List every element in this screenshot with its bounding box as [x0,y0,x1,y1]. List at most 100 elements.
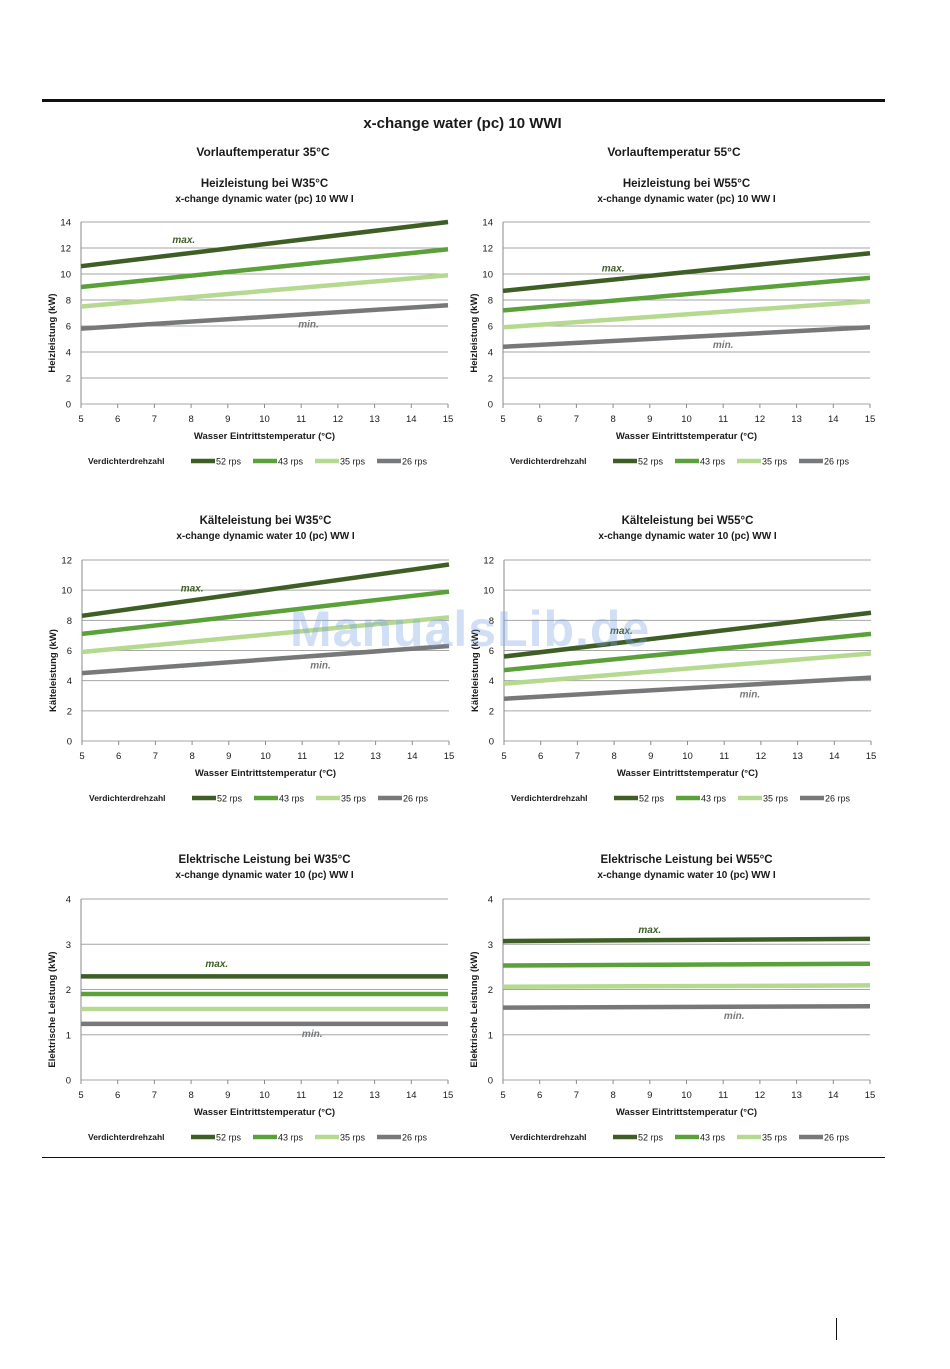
chart-6: Elektrische Leistung bei W55°C x-change d… [469,854,875,1143]
x-tick-label: 6 [538,751,543,762]
x-tick-label: 13 [791,414,802,425]
y-tick-label: 6 [489,646,494,657]
legend-label: 35 rps [340,457,366,467]
chart-subtitle: x-change dynamic water 10 (pc) WW I [597,870,776,881]
y-tick-label: 6 [66,322,71,333]
x-tick-label: 15 [866,751,877,762]
x-tick-label: 8 [188,1090,193,1101]
x-tick-label: 8 [188,414,193,425]
annotation-max: max. [172,235,195,246]
chart-subtitle: x-change dynamic water (pc) 10 WW I [597,194,776,205]
x-tick-label: 6 [537,1090,542,1101]
chart-title: Heizleistung bei W55°C [623,178,750,190]
series-line-52-rps [503,610,872,659]
x-tick-label: 6 [116,751,121,762]
watermark: ManualsLib.de [290,601,651,657]
legend-label: 52 rps [638,1133,664,1143]
y-tick-label: 4 [66,895,71,906]
x-tick-label: 14 [829,751,840,762]
chart-4: Kälteleistung bei W55°C x-change dynamic … [470,515,876,804]
x-axis-label: Wasser Eintrittstemperatur (°C) [194,1107,335,1118]
legend-label: 26 rps [402,1133,428,1143]
y-tick-label: 12 [60,244,71,255]
y-tick-label: 0 [66,1076,71,1087]
x-tick-label: 11 [296,1090,306,1101]
series-line-43-rps [503,631,872,673]
annotation-min: min. [310,661,331,672]
x-tick-label: 9 [648,751,653,762]
y-axis-label: Kälteleistung (kW) [470,629,481,712]
series-line-52-rps [81,562,450,619]
x-tick-label: 7 [575,751,580,762]
legend-label: 52 rps [216,1133,242,1143]
x-tick-label: 6 [115,1090,120,1101]
y-tick-label: 8 [66,296,71,307]
x-tick-label: 15 [444,751,455,762]
x-tick-label: 12 [334,751,345,762]
chart-subtitle: x-change dynamic water 10 (pc) WW I [175,870,354,881]
left-column-heading: Vorlauftemperatur 35°C [196,145,330,159]
y-tick-label: 8 [488,296,493,307]
legend-label: 43 rps [700,1133,726,1143]
x-axis-label: Wasser Eintrittstemperatur (°C) [617,768,758,779]
series-line-43-rps [81,589,450,637]
x-tick-label: 8 [610,1090,615,1101]
series-line-52-rps [502,936,871,944]
x-tick-label: 15 [865,1090,876,1101]
legend-label: 43 rps [278,457,304,467]
x-tick-label: 10 [259,1090,270,1101]
y-axis-label: Elektrische Leistung (kW) [47,951,58,1067]
x-tick-label: 14 [406,1090,417,1101]
y-tick-label: 3 [66,940,71,951]
x-tick-label: 8 [610,414,615,425]
x-tick-label: 13 [369,1090,380,1101]
x-tick-label: 12 [333,414,344,425]
legend-label: 35 rps [763,794,789,804]
x-tick-label: 13 [370,751,381,762]
legend-label: 35 rps [341,794,367,804]
page-title: x-change water (pc) 10 WWI [363,115,562,132]
annotation-max: max. [181,584,204,595]
x-tick-label: 12 [755,414,766,425]
x-tick-label: 5 [78,414,83,425]
y-tick-label: 10 [483,586,494,597]
x-tick-label: 7 [152,414,157,425]
y-tick-label: 1 [66,1030,71,1041]
x-tick-label: 5 [501,751,506,762]
y-axis-label: Kälteleistung (kW) [48,629,59,712]
x-tick-label: 12 [333,1090,344,1101]
y-tick-label: 2 [489,706,494,717]
legend-label: 26 rps [824,1133,850,1143]
y-tick-label: 10 [60,270,71,281]
legend-title: Verdichterdrehzahl [88,1132,165,1142]
legend-label: 52 rps [639,794,665,804]
series-line-52-rps [80,219,449,269]
series-line-43-rps [502,275,871,313]
x-tick-label: 11 [296,414,306,425]
annotation-max: max. [610,626,633,637]
x-tick-label: 14 [828,1090,839,1101]
x-tick-label: 7 [152,1090,157,1101]
series-line-26-rps [502,1003,871,1010]
chart-title: Elektrische Leistung bei W35°C [178,854,350,866]
chart-subtitle: x-change dynamic water 10 (pc) WW I [176,531,355,542]
x-tick-label: 10 [259,414,270,425]
y-axis-label: Heizleistung (kW) [47,293,58,372]
y-tick-label: 4 [66,348,71,359]
series-line-26-rps [503,675,872,702]
y-tick-label: 2 [488,985,493,996]
x-tick-label: 10 [681,414,692,425]
x-tick-label: 14 [828,414,839,425]
x-tick-label: 6 [115,414,120,425]
legend-label: 52 rps [217,794,243,804]
chart-1: Heizleistung bei W35°C x-change dynamic w… [47,178,453,467]
x-tick-label: 13 [792,751,803,762]
legend-label: 43 rps [700,457,726,467]
y-tick-label: 4 [488,895,493,906]
x-axis-label: Wasser Eintrittstemperatur (°C) [195,768,336,779]
x-tick-label: 10 [681,1090,692,1101]
series-line-35-rps [502,983,871,990]
x-tick-label: 11 [718,1090,728,1101]
annotation-min: min. [713,340,734,351]
chart-5: Elektrische Leistung bei W35°C x-change d… [47,854,453,1143]
